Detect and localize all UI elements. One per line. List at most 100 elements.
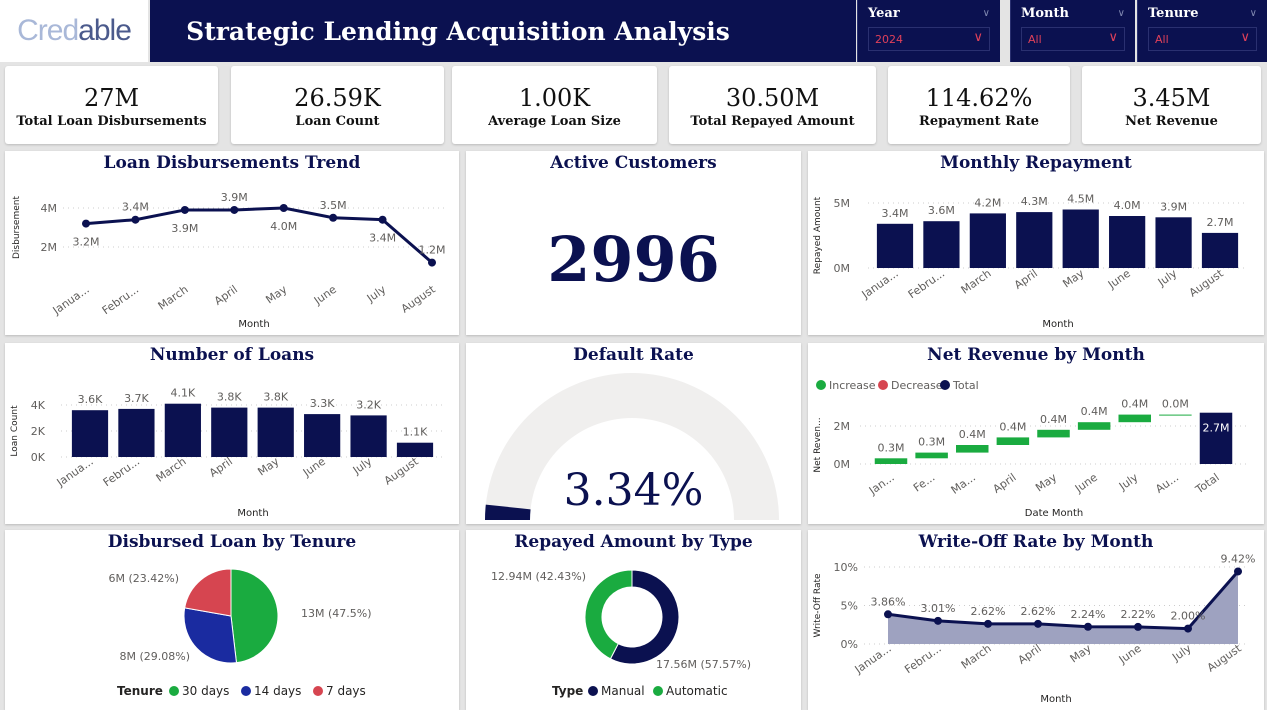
data-point [1084, 622, 1092, 631]
month-slicer[interactable]: Month ∨ All ∨ [1010, 0, 1135, 62]
pie-slice [609, 569, 680, 665]
data-point [1034, 619, 1042, 628]
legend-marker [313, 686, 323, 696]
y-axis-title: Repayed Amount [813, 196, 823, 274]
page-title: Strategic Lending Acquisition Analysis [150, 0, 856, 62]
pie-slice [184, 568, 232, 617]
data-label: 3.6M [928, 204, 955, 217]
disbursement-trend-card: 2M 4M Janua... Febru... March April May June Jul… [5, 151, 459, 335]
data-label: 4.0M [1114, 199, 1141, 212]
data-label: 3.4M [882, 207, 909, 220]
x-tick-label: Janua... [859, 267, 901, 302]
y-tick-label: 0K [31, 451, 46, 464]
series-line [85, 206, 433, 264]
bar [923, 221, 960, 268]
data-label: 9.42% [1221, 552, 1256, 565]
legend-marker [588, 686, 598, 696]
bar [211, 407, 248, 457]
data-label: 0.4M [999, 420, 1026, 433]
year-slicer[interactable]: Year ∨ 2024 ∨ [857, 0, 1000, 62]
pie-slice [183, 607, 238, 664]
data-label: 1.2M [419, 244, 446, 257]
bar [118, 408, 155, 457]
x-tick-label: July [364, 283, 389, 306]
data-label: 2.7M [1203, 422, 1230, 435]
legend-label: 7 days [326, 684, 366, 698]
x-tick-label: July [1155, 267, 1180, 290]
x-tick-label: August [399, 282, 439, 315]
default-rate-card: Default Rate 3.34% [466, 343, 801, 524]
data-label: 2.22% [1121, 608, 1156, 621]
x-axis-title: Month [1042, 319, 1073, 330]
chevron-down-icon[interactable]: ∨ [1249, 8, 1257, 19]
x-tick-label: Janua... [50, 283, 92, 318]
series-line [887, 570, 1240, 631]
month-dropdown[interactable]: All ∨ [1021, 27, 1125, 51]
legend-label: Increase [829, 379, 876, 392]
area-fill [888, 571, 1238, 644]
legend-marker [169, 686, 179, 696]
x-tick-label: Febru... [101, 455, 142, 489]
y-tick-label: 10% [834, 561, 858, 574]
x-axis-title: Month [237, 508, 268, 519]
x-tick-label: May [1033, 471, 1059, 495]
year-label: Year [868, 6, 900, 21]
slice-label: 6M (23.42%) [108, 572, 179, 585]
data-label: 2.62% [971, 605, 1006, 618]
y-tick-label: 4M [41, 202, 58, 215]
chevron-down-icon: ∨ [1108, 30, 1118, 45]
x-tick-label: July [350, 455, 375, 478]
legend-label: 14 days [254, 684, 301, 698]
x-tick-label: April [991, 471, 1019, 496]
legend-marker [241, 686, 251, 696]
chevron-down-icon[interactable]: ∨ [982, 8, 990, 19]
chevron-down-icon[interactable]: ∨ [1117, 8, 1125, 19]
slice-label: 12.94M (42.43%) [491, 570, 586, 583]
active-customers-value: 2996 [547, 223, 720, 296]
x-tick-label: Fe... [911, 471, 937, 495]
data-point [131, 215, 140, 224]
x-tick-label: May [1068, 642, 1094, 666]
year-dropdown[interactable]: 2024 ∨ [868, 27, 990, 51]
slice-label: 17.56M (57.57%) [656, 658, 751, 671]
data-label: 3.8K [217, 391, 242, 404]
data-label: 1.1K [403, 426, 428, 439]
data-label: 0.4M [1040, 413, 1067, 426]
default-rate-value: 3.34% [563, 465, 704, 516]
x-tick-label: June [311, 283, 339, 308]
waterfall-bar [1118, 414, 1151, 423]
waterfall-bar [996, 437, 1030, 445]
x-tick-label: June [1116, 642, 1144, 667]
kpi-card-average-loan: 1.00K Average Loan Size [452, 66, 657, 144]
bar [876, 223, 914, 268]
data-label: 0.4M [959, 428, 986, 441]
bar [1109, 216, 1146, 268]
y-axis-title: Net Reven... [813, 417, 823, 472]
x-tick-label: May [1060, 267, 1086, 291]
tenure-slicer[interactable]: Tenure ∨ All ∨ [1137, 0, 1267, 62]
y-tick-label: 0% [841, 638, 858, 651]
x-tick-label: March [156, 283, 191, 313]
data-point [378, 215, 387, 224]
pie-slice [584, 569, 633, 660]
y-tick-label: 5% [841, 600, 858, 613]
bar [257, 407, 294, 457]
data-label: 4.0M [270, 220, 297, 233]
monthly-repayment-card: 0M 5M Janua... Febru... March April May June Jul… [808, 151, 1264, 335]
bar [164, 403, 201, 457]
y-axis-title: Write-Off Rate [813, 573, 823, 638]
data-point [329, 213, 338, 222]
waterfall-bar [1037, 429, 1070, 438]
y-tick-label: 2M [834, 420, 851, 433]
active-customers-card: Active Customers 2996 [466, 151, 801, 335]
data-label: 3.3K [310, 397, 335, 410]
waterfall-bar [956, 445, 989, 453]
data-point [934, 616, 942, 625]
x-tick-label: August [1205, 641, 1245, 674]
data-label: 2.00% [1171, 610, 1206, 623]
legend-label: Total [952, 379, 979, 392]
x-tick-label: Febru... [100, 283, 141, 317]
x-tick-label: Jan... [866, 471, 897, 498]
tenure-dropdown[interactable]: All ∨ [1148, 27, 1257, 51]
y-tick-label: 2M [41, 241, 58, 254]
